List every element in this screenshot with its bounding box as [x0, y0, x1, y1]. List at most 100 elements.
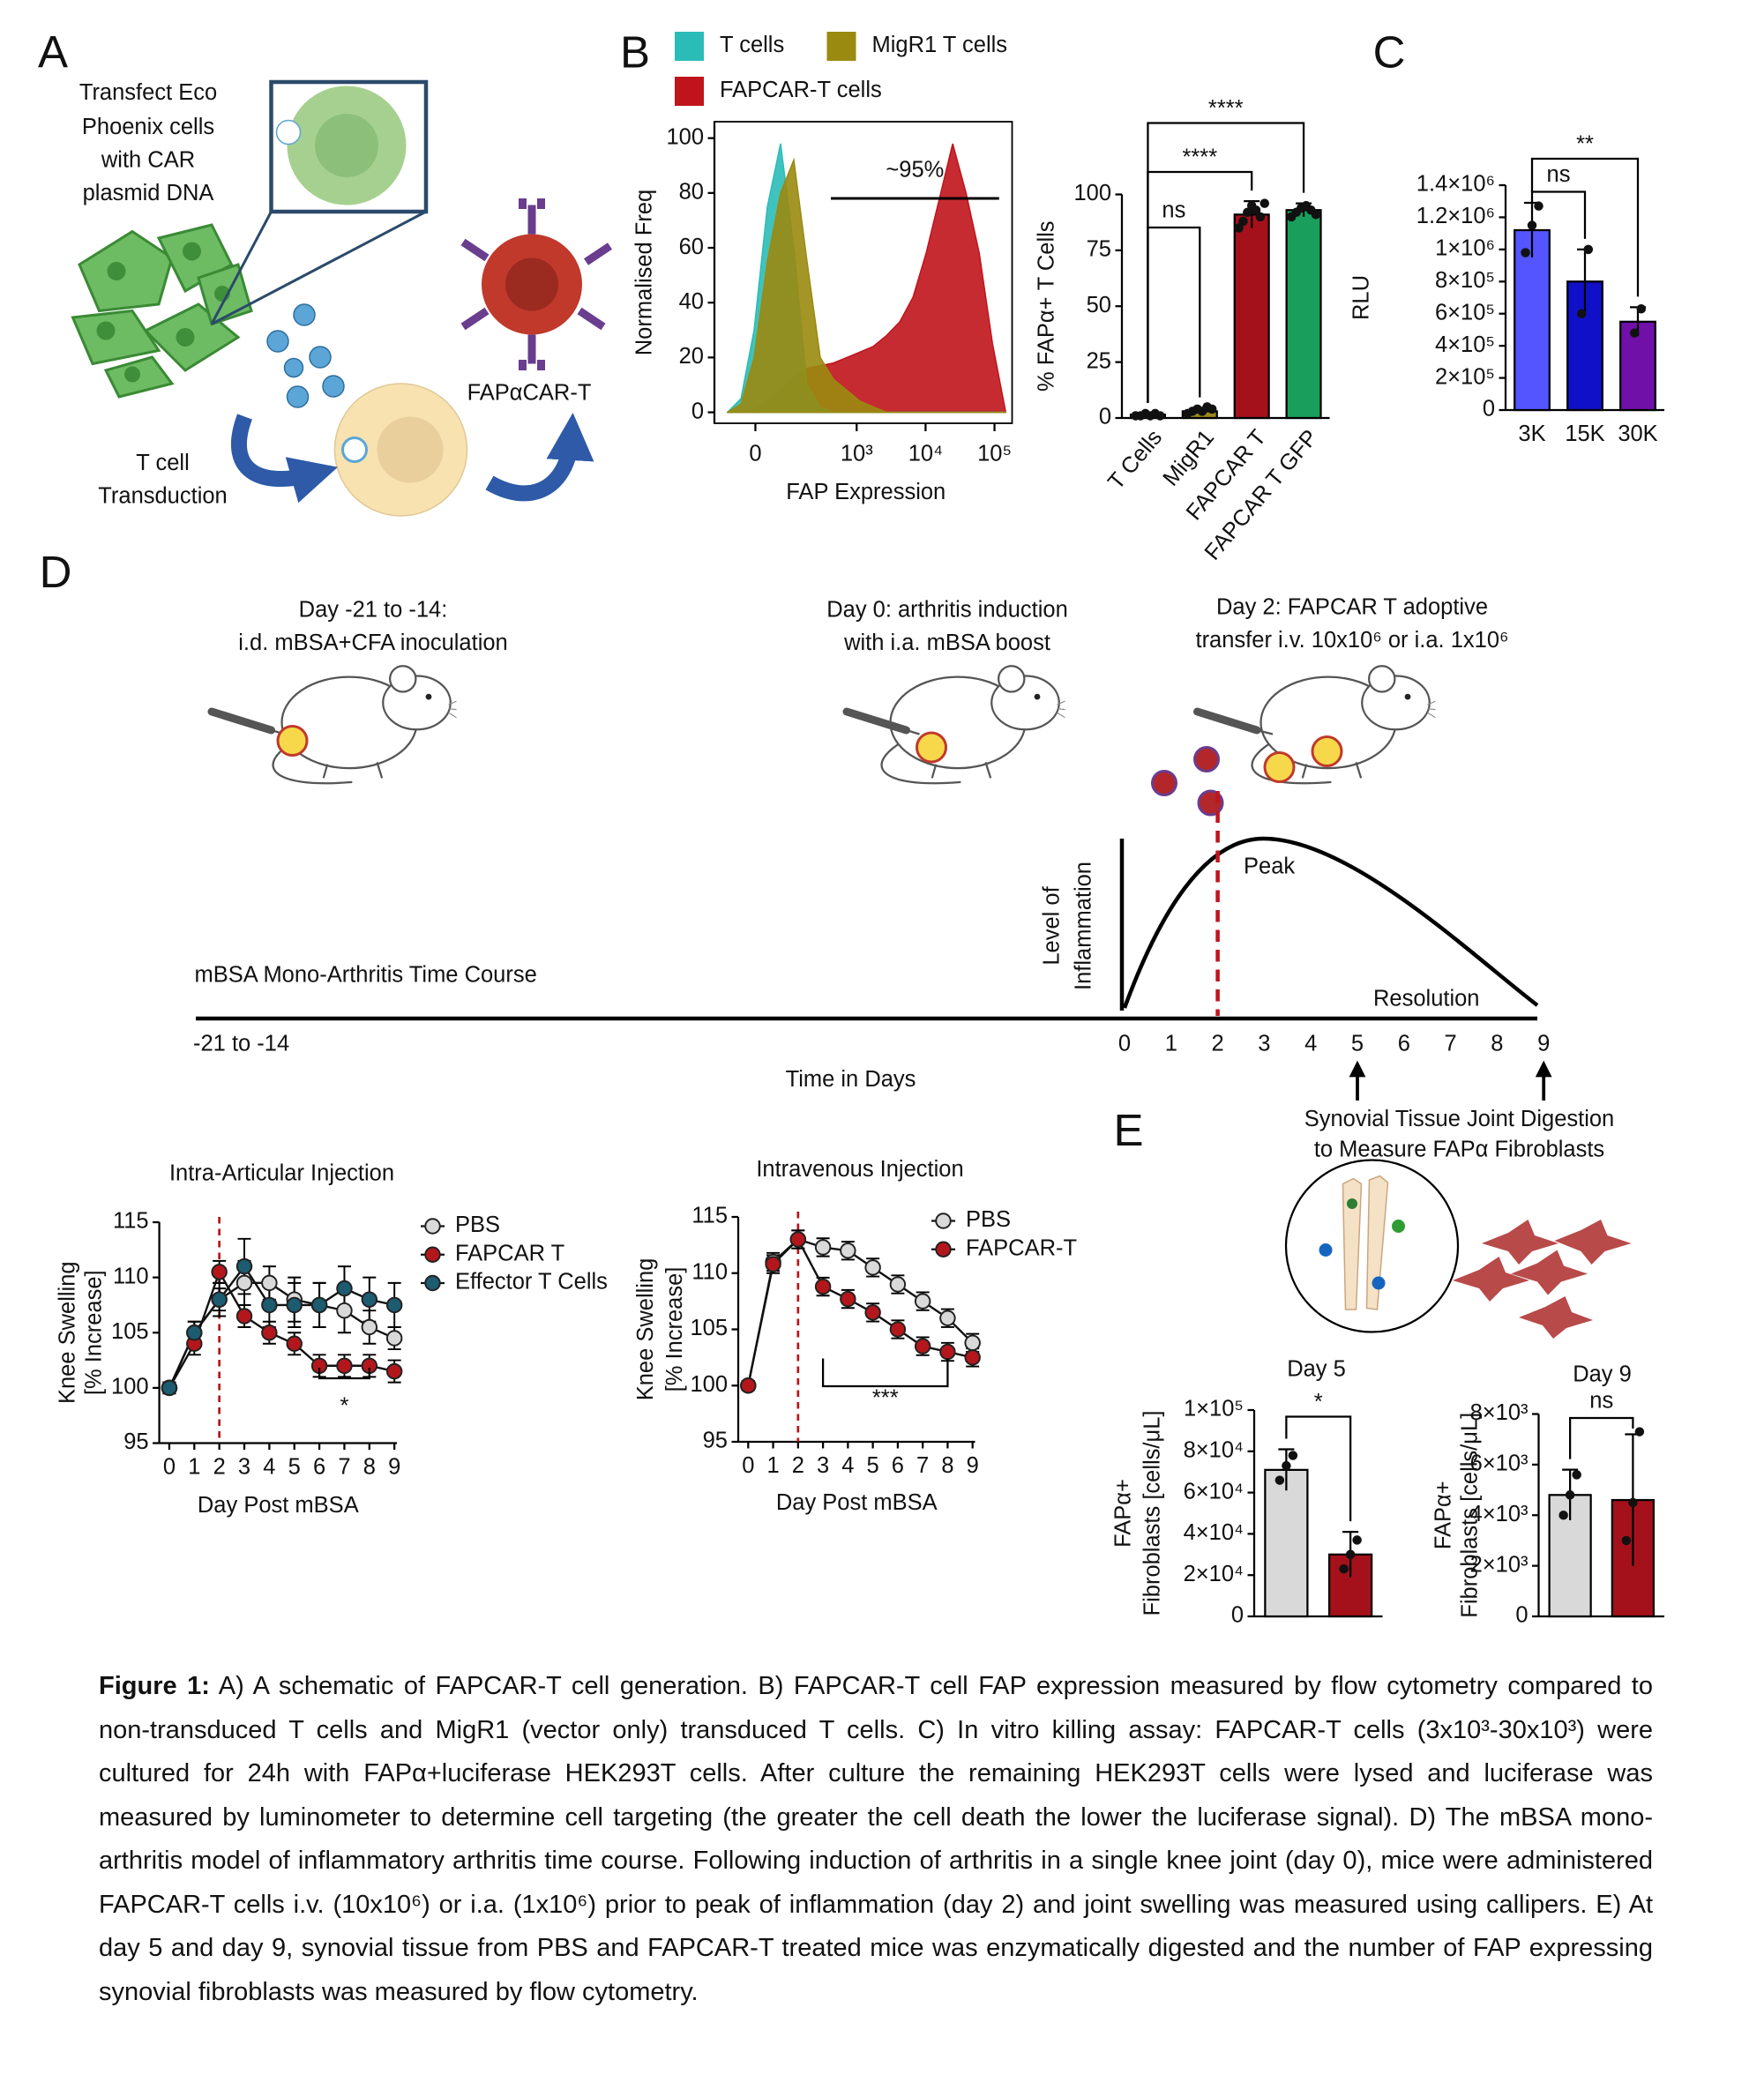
- x-tick-label: 10³: [841, 442, 873, 466]
- data-point: [385, 1296, 403, 1314]
- chart-title: Intra-Articular Injection: [169, 1161, 394, 1186]
- x-tick-label: 7: [338, 1455, 350, 1480]
- data-point: [235, 1308, 253, 1325]
- data-point: [914, 1293, 931, 1310]
- gate-label: ~95%: [886, 157, 944, 182]
- data-point: [1255, 212, 1266, 222]
- caption-text: A) A schematic of FAPCAR-T cell generati…: [99, 1672, 1653, 2006]
- y-tick-label: 75: [1087, 237, 1111, 262]
- series-line: [168, 1265, 395, 1389]
- data-point: [1288, 1451, 1298, 1460]
- legend-label: FAPCAR T: [455, 1241, 564, 1265]
- x-tick-label: 15K: [1565, 422, 1604, 446]
- y-tick-label: 50: [1087, 293, 1111, 317]
- data-point: [914, 1338, 931, 1354]
- data-point: [336, 1302, 353, 1319]
- chart-title: Intravenous Injection: [756, 1157, 963, 1182]
- x-tick-label: 3: [817, 1453, 829, 1478]
- data-point: [211, 1291, 228, 1308]
- y-axis-label: FAPα+: [1431, 1481, 1456, 1549]
- data-point: [1534, 201, 1544, 211]
- legend-label: PBS: [966, 1207, 1011, 1232]
- data-point: [310, 1296, 328, 1314]
- curve-y-label: Level of: [1040, 885, 1065, 965]
- y-tick-label: 8×10⁴: [1184, 1438, 1244, 1463]
- data-point: [939, 1343, 956, 1361]
- x-tick-label: 3K: [1518, 422, 1545, 446]
- bar: [1514, 228, 1551, 412]
- day-label: 2: [1212, 1032, 1224, 1056]
- y-axis-label: Knee Swelling: [633, 1258, 658, 1401]
- y-axis-label: RLU: [1349, 275, 1374, 320]
- x-tick-label: 0: [163, 1455, 176, 1480]
- significance-bracket: [318, 1368, 370, 1380]
- step-text: Day 0: arthritis induction: [826, 598, 1068, 623]
- series-line: [168, 1281, 395, 1389]
- y-tick-label: 25: [1087, 348, 1111, 373]
- data-point: [814, 1239, 832, 1256]
- x-axis-label: FAP Expression: [786, 480, 946, 504]
- y-tick-label: 95: [123, 1429, 148, 1454]
- x-tick-label: 6: [313, 1455, 325, 1480]
- bar: [1285, 209, 1322, 420]
- x-tick-label: 2: [792, 1453, 804, 1478]
- data-point: [336, 1280, 353, 1297]
- x-tick-label: 8: [363, 1455, 376, 1480]
- schematic-text: Transduction: [98, 484, 227, 509]
- y-tick-label: 4×10³: [1470, 1502, 1529, 1526]
- x-tick-label: 3: [238, 1455, 250, 1480]
- data-point: [814, 1278, 832, 1295]
- peak-label: Peak: [1244, 854, 1295, 879]
- y-tick-label: 40: [679, 289, 704, 314]
- panel-label: B: [620, 26, 650, 77]
- significance-bracket: [1569, 1416, 1634, 1459]
- y-tick-label: 60: [679, 235, 704, 259]
- significance-label: *: [340, 1394, 348, 1419]
- y-tick-label: 110: [113, 1264, 149, 1288]
- data-point: [1234, 223, 1244, 233]
- day-label: 8: [1491, 1032, 1503, 1056]
- bar: [1233, 213, 1270, 420]
- y-tick-label: 2×10⁴: [1184, 1562, 1244, 1586]
- significance-label: ***: [872, 1386, 899, 1411]
- y-tick-label: 20: [679, 344, 704, 369]
- legend-swatch: [826, 32, 856, 62]
- schematic-text: Transfect Eco: [79, 80, 217, 105]
- step-text: transfer i.v. 10x10⁶ or i.a. 1x10⁶: [1195, 628, 1508, 653]
- x-tick-label: 1: [188, 1455, 200, 1480]
- series-line: [747, 1237, 973, 1386]
- x-tick-label: 6: [892, 1453, 904, 1478]
- significance-label: ns: [1589, 1389, 1613, 1414]
- y-tick-label: 2×10³: [1470, 1552, 1529, 1577]
- chart-title: Day 9: [1573, 1362, 1632, 1387]
- panel-label: E: [1113, 1105, 1143, 1155]
- data-point: [1527, 220, 1537, 230]
- timeline-start: -21 to -14: [193, 1032, 289, 1056]
- digestion-text: to Measure FAPα Fibroblasts: [1314, 1138, 1604, 1162]
- y-tick-label: 4×10⁵: [1435, 332, 1495, 357]
- y-tick-label: 100: [1073, 181, 1111, 205]
- significance-label: *: [1314, 1390, 1323, 1414]
- resolution-label: Resolution: [1373, 987, 1480, 1011]
- x-axis-label: Day Post mBSA: [198, 1493, 359, 1518]
- data-point: [1155, 411, 1165, 421]
- schematic-text: with CAR: [101, 148, 195, 173]
- step-text: with i.a. mBSA boost: [843, 631, 1050, 655]
- x-tick-label: 4: [841, 1453, 854, 1478]
- day-label: 9: [1537, 1032, 1550, 1056]
- series-line: [747, 1238, 974, 1386]
- data-point: [235, 1274, 253, 1292]
- chart-title: Day 5: [1287, 1357, 1346, 1382]
- schematic-text: FAPαCAR-T: [467, 381, 592, 406]
- y-tick-label: 6×10³: [1470, 1451, 1529, 1476]
- data-point: [211, 1264, 228, 1280]
- data-point: [1243, 207, 1252, 218]
- significance-bracket: [1147, 226, 1201, 403]
- data-point: [286, 1335, 303, 1353]
- y-tick-label: 100: [666, 124, 704, 149]
- legend-label: PBS: [455, 1213, 500, 1237]
- x-tick-label: 5: [867, 1453, 879, 1478]
- y-tick-label: 1×10⁵: [1184, 1397, 1244, 1422]
- x-tick-label: 9: [388, 1455, 400, 1480]
